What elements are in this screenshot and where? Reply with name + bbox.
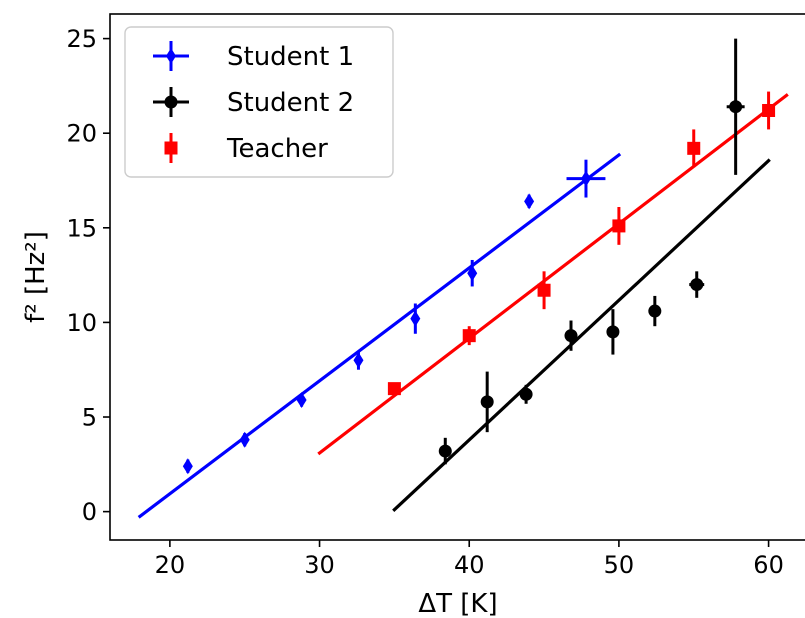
data-point-student-2 xyxy=(729,100,743,114)
x-axis-label: ΔT [K] xyxy=(418,589,497,618)
data-point-teacher xyxy=(537,283,551,297)
data-point-student-1 xyxy=(353,352,364,369)
data-point-student-2 xyxy=(438,444,452,458)
data-point-student-2 xyxy=(606,325,620,339)
legend-label-student-2: Student 2 xyxy=(227,88,354,118)
y-axis-label: f² [Hz²] xyxy=(21,231,51,323)
legend-marker-student-1 xyxy=(166,48,176,64)
y-tick-label: 15 xyxy=(66,214,97,242)
data-point-teacher xyxy=(462,329,476,343)
data-point-teacher xyxy=(762,103,776,117)
data-point-student-2 xyxy=(648,304,662,318)
data-point-student-1 xyxy=(296,391,307,408)
data-point-teacher xyxy=(687,141,701,155)
data-point-student-1 xyxy=(580,170,591,187)
plot-frame xyxy=(109,13,805,541)
fit-line-student-1 xyxy=(137,152,622,519)
data-point-student-1 xyxy=(182,458,193,475)
legend-marker-student-2 xyxy=(164,95,178,109)
y-tick-label: 5 xyxy=(82,404,97,432)
x-tick-label: 50 xyxy=(604,551,635,579)
data-point-student-1 xyxy=(239,431,250,448)
x-tick-label: 60 xyxy=(753,551,784,579)
legend-marker-teacher xyxy=(164,141,178,155)
legend-label-student-1: Student 1 xyxy=(227,42,354,72)
data-point-student-1 xyxy=(467,265,478,282)
legend-box xyxy=(124,26,394,178)
x-tick-label: 40 xyxy=(454,551,485,579)
data-point-student-2 xyxy=(480,395,494,409)
data-markers xyxy=(182,100,776,475)
y-tick-label: 20 xyxy=(66,120,97,148)
x-axis-ticks: 20 30 40 50 60 xyxy=(155,540,784,579)
data-point-student-1 xyxy=(410,310,421,327)
x-tick-label: 20 xyxy=(155,551,186,579)
y-tick-label: 25 xyxy=(66,25,97,53)
fit-line-student-2 xyxy=(392,158,771,512)
data-point-teacher xyxy=(387,382,401,396)
data-point-teacher xyxy=(612,219,626,233)
data-point-student-1 xyxy=(524,193,535,210)
y-axis-ticks: 0 5 10 15 20 25 xyxy=(66,25,110,526)
y-tick-label: 0 xyxy=(82,498,97,526)
data-point-student-2 xyxy=(519,387,533,401)
legend-label-teacher: Teacher xyxy=(226,134,328,164)
y-tick-label: 10 xyxy=(66,309,97,337)
data-point-student-2 xyxy=(564,329,578,343)
legend: Student 1 Student 2 Teacher xyxy=(124,26,394,178)
data-point-student-2 xyxy=(690,278,704,292)
x-tick-label: 30 xyxy=(304,551,335,579)
